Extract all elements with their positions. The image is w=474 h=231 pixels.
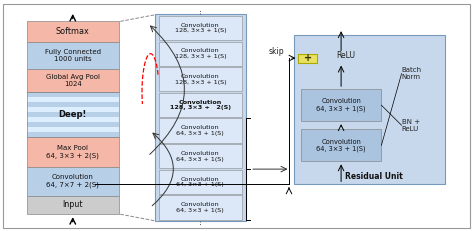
FancyBboxPatch shape: [27, 21, 119, 42]
FancyBboxPatch shape: [294, 35, 445, 184]
Text: Input: Input: [63, 201, 83, 209]
Text: Deep!: Deep!: [59, 110, 87, 119]
Text: Convolution
128, 3×3 + 1(S): Convolution 128, 3×3 + 1(S): [174, 74, 226, 85]
Text: Global Avg Pool
1024: Global Avg Pool 1024: [46, 74, 100, 87]
FancyBboxPatch shape: [159, 144, 242, 168]
FancyBboxPatch shape: [155, 15, 246, 221]
Text: Convolution
128, 3×3 + 1(S): Convolution 128, 3×3 + 1(S): [174, 23, 226, 33]
FancyBboxPatch shape: [27, 167, 119, 196]
FancyBboxPatch shape: [27, 69, 119, 92]
Text: ReLU: ReLU: [336, 51, 355, 60]
Text: Convolution
64, 3×3 + 1(S): Convolution 64, 3×3 + 1(S): [176, 176, 224, 187]
FancyBboxPatch shape: [159, 16, 242, 40]
Text: Convolution
64, 3×3 + 1(S): Convolution 64, 3×3 + 1(S): [316, 139, 366, 152]
FancyBboxPatch shape: [27, 137, 119, 167]
Text: Convolution
128, 3×3 + 1(S): Convolution 128, 3×3 + 1(S): [174, 48, 226, 59]
Bar: [27, 127, 119, 132]
Text: +: +: [304, 53, 312, 63]
FancyBboxPatch shape: [159, 119, 242, 143]
Bar: [27, 107, 119, 112]
Bar: [27, 117, 119, 122]
Bar: [27, 112, 119, 117]
Text: Convolution
64, 7×7 + 2(S): Convolution 64, 7×7 + 2(S): [46, 174, 99, 188]
Bar: [27, 92, 119, 97]
FancyBboxPatch shape: [301, 89, 382, 121]
FancyBboxPatch shape: [3, 4, 470, 228]
FancyBboxPatch shape: [159, 67, 242, 91]
FancyBboxPatch shape: [159, 195, 242, 220]
Text: Convolution
64, 3×3 + 1(S): Convolution 64, 3×3 + 1(S): [316, 98, 366, 112]
Text: Residual Unit: Residual Unit: [345, 172, 403, 181]
FancyBboxPatch shape: [159, 170, 242, 194]
Text: Convolution
128, 3×3 +  2(S): Convolution 128, 3×3 + 2(S): [170, 100, 231, 110]
FancyBboxPatch shape: [27, 42, 119, 69]
Text: Fully Connected
1000 units: Fully Connected 1000 units: [45, 49, 101, 62]
Text: Max Pool
64, 3×3 + 2(S): Max Pool 64, 3×3 + 2(S): [46, 145, 99, 159]
Bar: [27, 122, 119, 127]
Text: BN +
ReLU: BN + ReLU: [401, 119, 419, 132]
Bar: [27, 102, 119, 107]
Text: Convolution
64, 3×3 + 1(S): Convolution 64, 3×3 + 1(S): [176, 151, 224, 162]
FancyBboxPatch shape: [299, 54, 318, 63]
FancyBboxPatch shape: [159, 42, 242, 66]
Text: Batch
Norm: Batch Norm: [401, 67, 422, 80]
Bar: [27, 97, 119, 102]
Text: Convolution
64, 3×3 + 1(S): Convolution 64, 3×3 + 1(S): [176, 125, 224, 136]
FancyBboxPatch shape: [301, 129, 382, 161]
Bar: [27, 132, 119, 137]
Text: Softmax: Softmax: [56, 27, 90, 36]
FancyBboxPatch shape: [27, 196, 119, 214]
Text: skip: skip: [269, 47, 284, 56]
Text: Convolution
64, 3×3 + 1(S): Convolution 64, 3×3 + 1(S): [176, 202, 224, 213]
FancyBboxPatch shape: [159, 93, 242, 117]
